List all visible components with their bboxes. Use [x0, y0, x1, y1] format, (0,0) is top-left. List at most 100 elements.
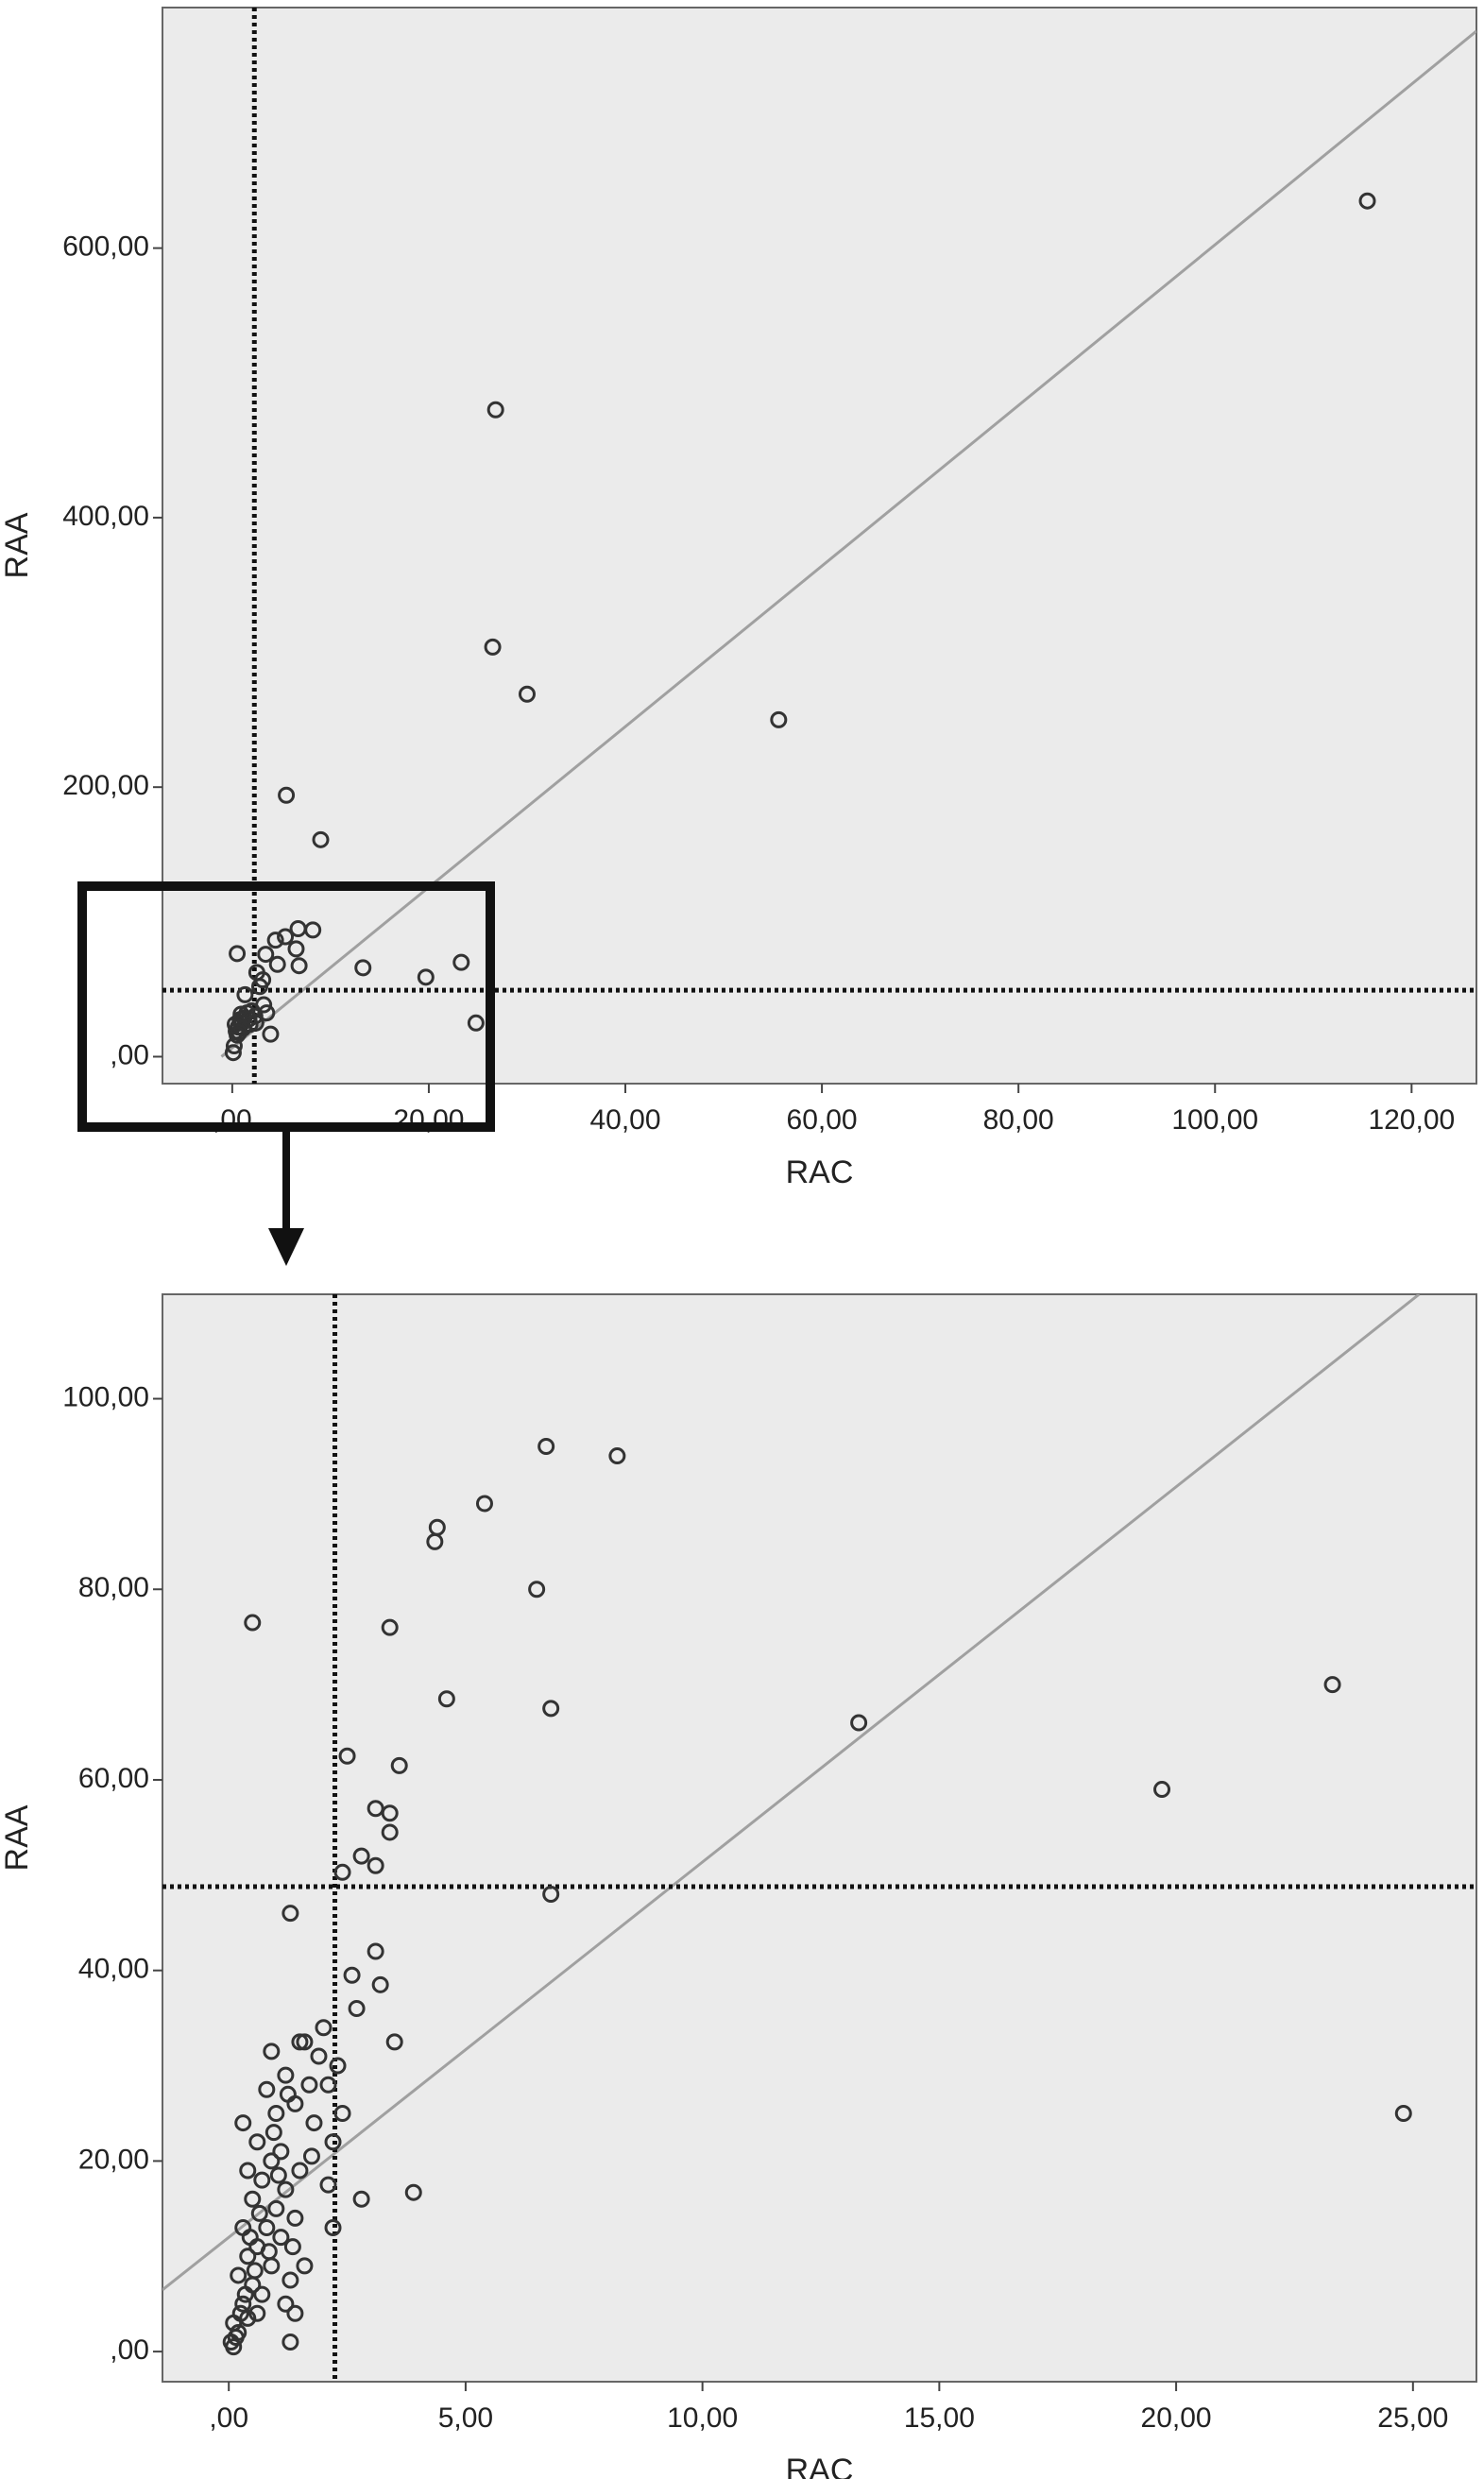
x-tick-label: 80,00 — [983, 1104, 1054, 1136]
data-point — [269, 2166, 287, 2184]
y-tick-label: 600,00 — [62, 231, 149, 263]
data-point — [236, 2285, 254, 2303]
data-point — [352, 2190, 370, 2208]
data-point — [262, 1025, 280, 1043]
data-point — [253, 2171, 271, 2189]
data-point — [542, 1700, 560, 1718]
x-tick-label: 100,00 — [1171, 1104, 1258, 1136]
data-point — [231, 2304, 249, 2322]
plot-area — [162, 1293, 1477, 2383]
data-point — [272, 2143, 290, 2161]
x-tick-label: 40,00 — [589, 1104, 660, 1136]
x-axis-label: RAC — [786, 2453, 854, 2479]
data-point — [486, 401, 504, 419]
data-point — [229, 1026, 247, 1044]
data-point — [528, 1581, 546, 1599]
y-tick-label: 60,00 — [78, 1763, 149, 1794]
data-point — [264, 2124, 282, 2142]
data-point — [244, 2190, 262, 2208]
data-point — [224, 1044, 242, 1062]
data-point — [277, 2180, 295, 2198]
y-tick-label: 200,00 — [62, 770, 149, 801]
data-point — [277, 928, 295, 946]
data-point — [850, 1714, 868, 1732]
data-point — [385, 2033, 403, 2051]
data-point — [286, 2209, 304, 2227]
data-point — [475, 1495, 493, 1513]
data-point — [367, 1856, 384, 1874]
data-point — [354, 959, 372, 977]
data-point — [272, 2229, 290, 2247]
data-point — [227, 2328, 245, 2346]
data-point — [283, 2238, 301, 2256]
data-point — [608, 1447, 626, 1465]
data-point — [417, 968, 435, 986]
data-point — [1323, 1676, 1341, 1694]
data-point — [267, 2199, 285, 2217]
data-point — [367, 1942, 384, 1960]
x-tick-label: 20,00 — [1141, 2402, 1212, 2434]
data-point — [467, 1014, 485, 1032]
data-point — [258, 2219, 276, 2237]
data-point — [279, 2085, 297, 2103]
data-point — [225, 2338, 243, 2356]
data-point — [248, 2133, 266, 2151]
x-tick-label: 120,00 — [1368, 1104, 1455, 1136]
data-point — [1358, 192, 1376, 210]
data-point — [315, 2019, 333, 2037]
data-point — [770, 710, 788, 728]
x-tick-label: 60,00 — [787, 1104, 858, 1136]
data-point — [542, 1886, 560, 1904]
data-point — [324, 2133, 342, 2151]
zoom-arrow-head — [268, 1228, 304, 1266]
scatter-chart: ,00 20,00 40,00 60,00 80,00 100,00 ,00 5,00 10,0… — [0, 1293, 1477, 2479]
data-point — [239, 2162, 257, 2180]
data-point — [225, 1037, 243, 1055]
data-point — [333, 2104, 351, 2122]
data-point — [236, 985, 254, 1003]
data-point — [229, 945, 247, 963]
data-point — [286, 2304, 304, 2322]
data-point — [296, 2033, 314, 2051]
data-point — [291, 2033, 309, 2051]
data-point — [390, 1756, 408, 1774]
data-point — [343, 1966, 361, 1984]
y-tick-label: ,00 — [110, 2334, 149, 2366]
data-point — [338, 1747, 356, 1765]
data-point — [367, 1800, 384, 1818]
data-point — [266, 932, 284, 949]
data-point — [250, 2204, 268, 2222]
y-tick-label: 80,00 — [78, 1572, 149, 1603]
data-point — [287, 940, 305, 958]
data-point — [241, 2229, 259, 2247]
y-axis-label: RAA — [0, 1804, 35, 1871]
data-point — [381, 1823, 399, 1841]
data-point — [291, 2162, 309, 2180]
data-point — [1394, 2104, 1412, 2122]
data-point — [278, 786, 296, 804]
x-tick-label: 15,00 — [904, 2402, 975, 2434]
data-point — [267, 2104, 285, 2122]
data-point — [537, 1437, 555, 1455]
data-point — [250, 978, 268, 996]
data-point — [248, 2304, 266, 2322]
data-point — [319, 2176, 337, 2194]
data-point — [244, 1614, 262, 1632]
data-point — [304, 921, 322, 939]
y-tick-label: 100,00 — [62, 1381, 149, 1412]
x-tick-label: 5,00 — [438, 2402, 493, 2434]
data-point — [290, 957, 308, 975]
data-point — [281, 2334, 299, 2351]
data-point — [381, 1618, 399, 1636]
data-point — [277, 2066, 295, 2084]
data-point — [371, 1975, 389, 1993]
x-tick-label: 25,00 — [1377, 2402, 1448, 2434]
x-axis-label: RAC — [786, 1154, 854, 1190]
data-point — [324, 2219, 342, 2237]
data-point — [263, 2043, 281, 2060]
data-point — [257, 946, 275, 964]
data-point — [246, 2262, 264, 2280]
data-point — [1153, 1781, 1171, 1799]
data-point — [484, 638, 502, 656]
data-point — [302, 2147, 320, 2165]
